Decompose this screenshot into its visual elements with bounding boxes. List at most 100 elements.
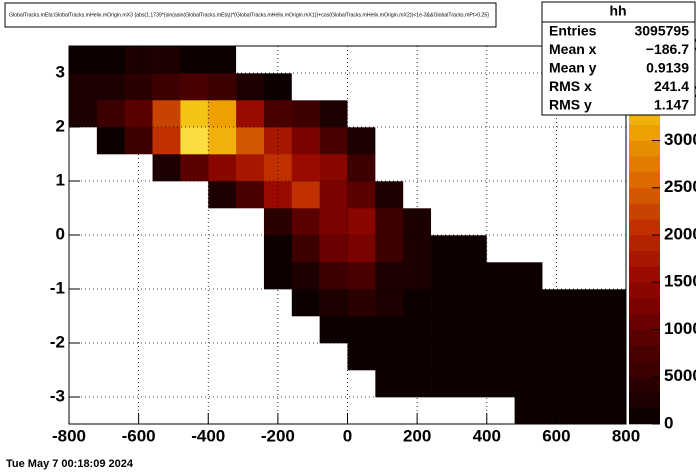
cell: [263, 127, 293, 155]
colorbar-step: [629, 140, 660, 157]
cell: [291, 262, 320, 290]
cell: [208, 154, 237, 182]
cell: [347, 181, 376, 209]
cell: [486, 154, 515, 182]
cell: [96, 208, 125, 236]
z-tick-label: 15000: [664, 272, 696, 291]
cell: [96, 397, 125, 425]
cell: [375, 316, 404, 344]
cell: [96, 343, 125, 371]
cell: [96, 316, 125, 344]
cell: [598, 343, 627, 371]
cell: [152, 316, 181, 344]
cell: [124, 343, 153, 371]
cell: [291, 397, 320, 425]
cell: [347, 100, 376, 128]
colorbar-step: [629, 313, 660, 330]
cell: [96, 289, 125, 317]
colorbar-step: [629, 266, 660, 283]
colorbar-step: [629, 329, 660, 346]
x-tick-label: 200: [403, 426, 431, 445]
y-tick-label: -1: [50, 278, 65, 297]
cell: [291, 46, 320, 74]
cell: [431, 397, 460, 425]
cell: [431, 46, 460, 74]
cell: [236, 397, 265, 425]
cell: [486, 343, 515, 371]
cell: [319, 235, 348, 263]
cell: [236, 289, 265, 317]
stats-label: Mean x: [549, 41, 597, 57]
colorbar-step: [629, 203, 660, 220]
cell: [208, 208, 237, 236]
cell: [152, 127, 181, 155]
cell: [69, 289, 98, 317]
colorbar-step: [629, 124, 660, 141]
cell: [319, 262, 348, 290]
cell: [69, 181, 98, 209]
cell: [347, 208, 376, 236]
cell: [208, 100, 237, 128]
cell: [514, 262, 543, 290]
cell: [291, 289, 320, 317]
cell: [542, 316, 571, 344]
cell: [291, 208, 320, 236]
colorbar-step: [629, 345, 660, 362]
colorbar-step: [629, 187, 660, 204]
stats-box: [541, 1, 696, 116]
stats-value: −186.7: [646, 41, 689, 57]
cell: [180, 127, 209, 155]
cell: [431, 100, 460, 128]
colorbar-step: [629, 298, 660, 315]
stats-value: 3095795: [634, 23, 689, 39]
cell: [347, 370, 376, 398]
cell: [431, 154, 460, 182]
cell: [431, 181, 460, 209]
cell: [375, 127, 404, 155]
y-tick-label: -2: [50, 332, 65, 351]
y-tick-label: 0: [56, 224, 65, 243]
cell: [291, 370, 320, 398]
cell: [458, 154, 488, 182]
cell: [96, 235, 125, 263]
cell: [570, 343, 599, 371]
cell: [403, 100, 432, 128]
cell: [570, 316, 599, 344]
cell: [319, 181, 348, 209]
cell: [208, 370, 237, 398]
cell: [458, 46, 488, 74]
cell: [180, 181, 209, 209]
cell: [263, 316, 293, 344]
cell: [598, 262, 627, 290]
cell: [514, 73, 543, 101]
cell: [375, 370, 404, 398]
cell: [347, 46, 376, 74]
cell: [180, 73, 209, 101]
cell: [458, 262, 488, 290]
cell: [263, 343, 293, 371]
cell: [124, 127, 153, 155]
cell: [180, 100, 209, 128]
z-tick-label: 20000: [664, 224, 696, 243]
colorbar-step: [629, 172, 660, 189]
cell: [570, 370, 599, 398]
cell: [514, 154, 543, 182]
cell: [319, 289, 348, 317]
cell: [208, 343, 237, 371]
cell: [124, 208, 153, 236]
cell: [180, 154, 209, 182]
cell: [236, 73, 265, 101]
cell: [263, 100, 293, 128]
cell: [431, 73, 460, 101]
x-tick-label: 0: [343, 426, 352, 445]
cell: [319, 100, 348, 128]
cell: [375, 100, 404, 128]
cell: [69, 397, 98, 425]
cell: [152, 73, 181, 101]
cell: [570, 181, 599, 209]
cell: [375, 46, 404, 74]
cell: [180, 208, 209, 236]
cell: [431, 289, 460, 317]
cell: [486, 208, 515, 236]
cell: [570, 154, 599, 182]
